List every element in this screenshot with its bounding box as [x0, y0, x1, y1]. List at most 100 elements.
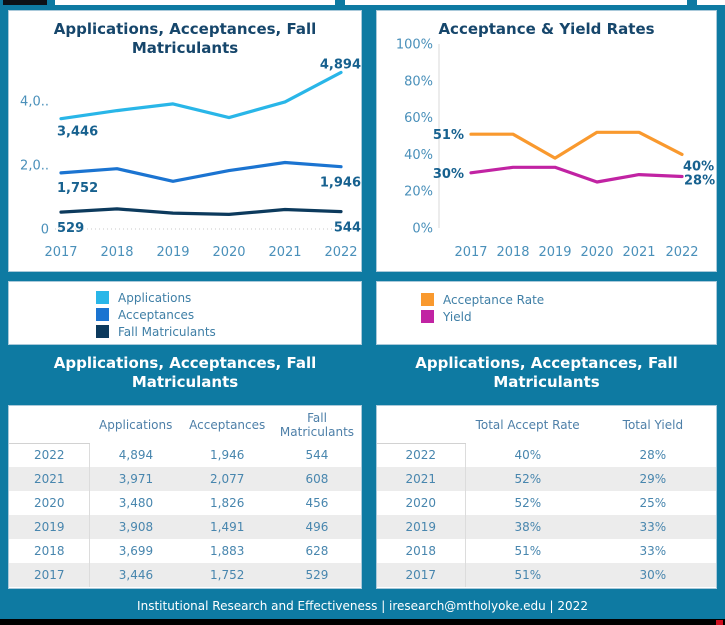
y-axis-tick-label: 60% — [404, 111, 433, 126]
table-row[interactable]: 2021 3,971 2,077 608 — [9, 467, 361, 491]
value-cell[interactable]: 628 — [305, 544, 329, 558]
x-axis-category-label: 2020 — [580, 245, 613, 260]
data-point-label: 544 — [334, 221, 361, 236]
value-cell[interactable]: 28% — [639, 448, 667, 462]
value-cell[interactable]: 33% — [639, 520, 667, 534]
value-cell[interactable]: 2,077 — [210, 472, 245, 486]
series-line-applications[interactable] — [59, 70, 343, 121]
legend-color-swatch — [96, 308, 109, 321]
table-row[interactable]: 2022 40% 28% — [377, 443, 716, 467]
legend-color-swatch — [96, 291, 109, 304]
legend-item[interactable]: Acceptances — [96, 306, 361, 323]
rates-line-chart[interactable]: 100% 80% 60% 40% 20% 0% 2017 2018 2019 2020 2021 20… — [377, 37, 716, 269]
x-axis-category-label: 2022 — [324, 245, 357, 260]
table-column-header[interactable]: Applications — [99, 417, 173, 432]
value-cell[interactable]: 3,908 — [118, 520, 154, 534]
value-cell[interactable]: 33% — [639, 544, 667, 558]
year-cell[interactable]: 2022 — [9, 443, 91, 467]
x-axis-category-label: 2018 — [496, 245, 529, 260]
table-column-header[interactable]: Fall Matriculants — [279, 410, 355, 439]
value-cell[interactable]: 40% — [514, 448, 542, 462]
table-row[interactable]: 2020 3,480 1,826 456 — [9, 491, 361, 515]
year-cell[interactable]: 2021 — [9, 467, 91, 491]
rates-table: Total Accept Rate Total Yield 2022 40% 28% 20… — [377, 406, 716, 587]
year-cell[interactable]: 2020 — [377, 491, 466, 515]
value-cell[interactable]: 25% — [639, 496, 667, 510]
table-section-title-left: Applications, Acceptances, Fall Matricul… — [53, 354, 317, 391]
table-row[interactable]: 2017 51% 30% — [377, 563, 716, 587]
value-cell[interactable]: 456 — [305, 496, 329, 510]
table-row[interactable]: 2018 51% 33% — [377, 539, 716, 563]
value-cell[interactable]: 3,699 — [118, 544, 154, 558]
value-cell[interactable]: 4,894 — [118, 448, 154, 462]
rates-table-card: Total Accept Rate Total Yield 2022 40% 28% 20… — [376, 405, 717, 589]
value-cell[interactable]: 496 — [305, 520, 329, 534]
table-column-header[interactable]: Total Yield — [622, 417, 684, 432]
series-line-acceptance-rate[interactable] — [469, 130, 684, 160]
value-cell[interactable]: 38% — [514, 520, 542, 534]
x-axis-category-label: 2020 — [212, 245, 245, 260]
value-cell[interactable]: 1,752 — [210, 568, 245, 582]
applications-line-chart[interactable]: 4,0.. 2,0.. 0 2017 2018 2019 2020 2021 2022 3,446… — [9, 53, 361, 269]
value-cell[interactable]: 544 — [305, 448, 329, 462]
y-axis-tick-label: 40% — [404, 148, 433, 163]
value-cell[interactable]: 608 — [305, 472, 329, 486]
series-line-yield[interactable] — [469, 165, 684, 184]
year-cell[interactable]: 2022 — [377, 443, 466, 467]
value-cell[interactable]: 529 — [305, 568, 329, 582]
x-axis-category-label: 2019 — [538, 245, 571, 260]
year-cell[interactable]: 2018 — [377, 539, 466, 563]
record-indicator — [716, 620, 723, 625]
y-axis-tick-label: 0 — [41, 223, 49, 238]
value-cell[interactable]: 1,826 — [210, 496, 245, 510]
value-cell[interactable]: 3,971 — [118, 472, 154, 486]
cropped-card-remnant — [55, 0, 335, 5]
year-cell[interactable]: 2018 — [9, 539, 91, 563]
x-axis-category-label: 2022 — [665, 245, 698, 260]
value-cell[interactable]: 51% — [514, 568, 542, 582]
table-column-header[interactable]: Acceptances — [189, 417, 266, 432]
table-row[interactable]: 2021 52% 29% — [377, 467, 716, 491]
table-row[interactable]: 2018 3,699 1,883 628 — [9, 539, 361, 563]
year-cell[interactable]: 2017 — [377, 563, 466, 587]
legend-color-swatch — [421, 310, 434, 323]
value-cell[interactable]: 30% — [639, 568, 667, 582]
value-cell[interactable]: 3,446 — [118, 568, 154, 582]
year-cell[interactable]: 2019 — [377, 515, 466, 539]
table-column-header[interactable]: Total Accept Rate — [475, 417, 580, 432]
bottom-border-strip — [0, 619, 725, 625]
chart-title-rates: Acceptance & Yield Rates — [438, 20, 655, 38]
table-row[interactable]: 2019 38% 33% — [377, 515, 716, 539]
table-row[interactable]: 2022 4,894 1,946 544 — [9, 443, 361, 467]
table-row[interactable]: 2017 3,446 1,752 529 — [9, 563, 361, 587]
value-cell[interactable]: 52% — [514, 472, 542, 486]
table-row[interactable]: 2019 3,908 1,491 496 — [9, 515, 361, 539]
value-cell[interactable]: 29% — [639, 472, 667, 486]
year-cell[interactable]: 2019 — [9, 515, 91, 539]
cropped-card-remnant — [345, 0, 687, 5]
legend-item[interactable]: Fall Matriculants — [96, 323, 361, 340]
legend-item[interactable]: Acceptance Rate — [421, 291, 716, 308]
cropped-card-remnant — [697, 0, 725, 5]
year-cell[interactable]: 2020 — [9, 491, 91, 515]
series-line-acceptances[interactable] — [59, 160, 343, 183]
year-cell[interactable]: 2017 — [9, 563, 91, 587]
y-axis-tick-label: 80% — [404, 74, 433, 89]
value-cell[interactable]: 1,946 — [210, 448, 245, 462]
applications-table-card: Applications Acceptances Fall Matriculants… — [8, 405, 362, 589]
value-cell[interactable]: 1,491 — [210, 520, 245, 534]
legend-item[interactable]: Yield — [421, 308, 716, 325]
value-cell[interactable]: 3,480 — [118, 496, 154, 510]
table-corner-cell[interactable] — [9, 406, 90, 444]
table-corner-cell[interactable] — [377, 406, 465, 444]
value-cell[interactable]: 1,883 — [210, 544, 245, 558]
value-cell[interactable]: 52% — [514, 496, 542, 510]
legend-item[interactable]: Applications — [96, 289, 361, 306]
series-line-fall-matriculants[interactable] — [59, 207, 343, 216]
year-cell[interactable]: 2021 — [377, 467, 466, 491]
table-row[interactable]: 2020 52% 25% — [377, 491, 716, 515]
cropped-card-remnant — [3, 0, 47, 5]
applications-line-chart-card: Applications, Acceptances, Fall Matricul… — [8, 10, 362, 272]
data-point-label: 40% — [683, 159, 714, 174]
value-cell[interactable]: 51% — [514, 544, 542, 558]
